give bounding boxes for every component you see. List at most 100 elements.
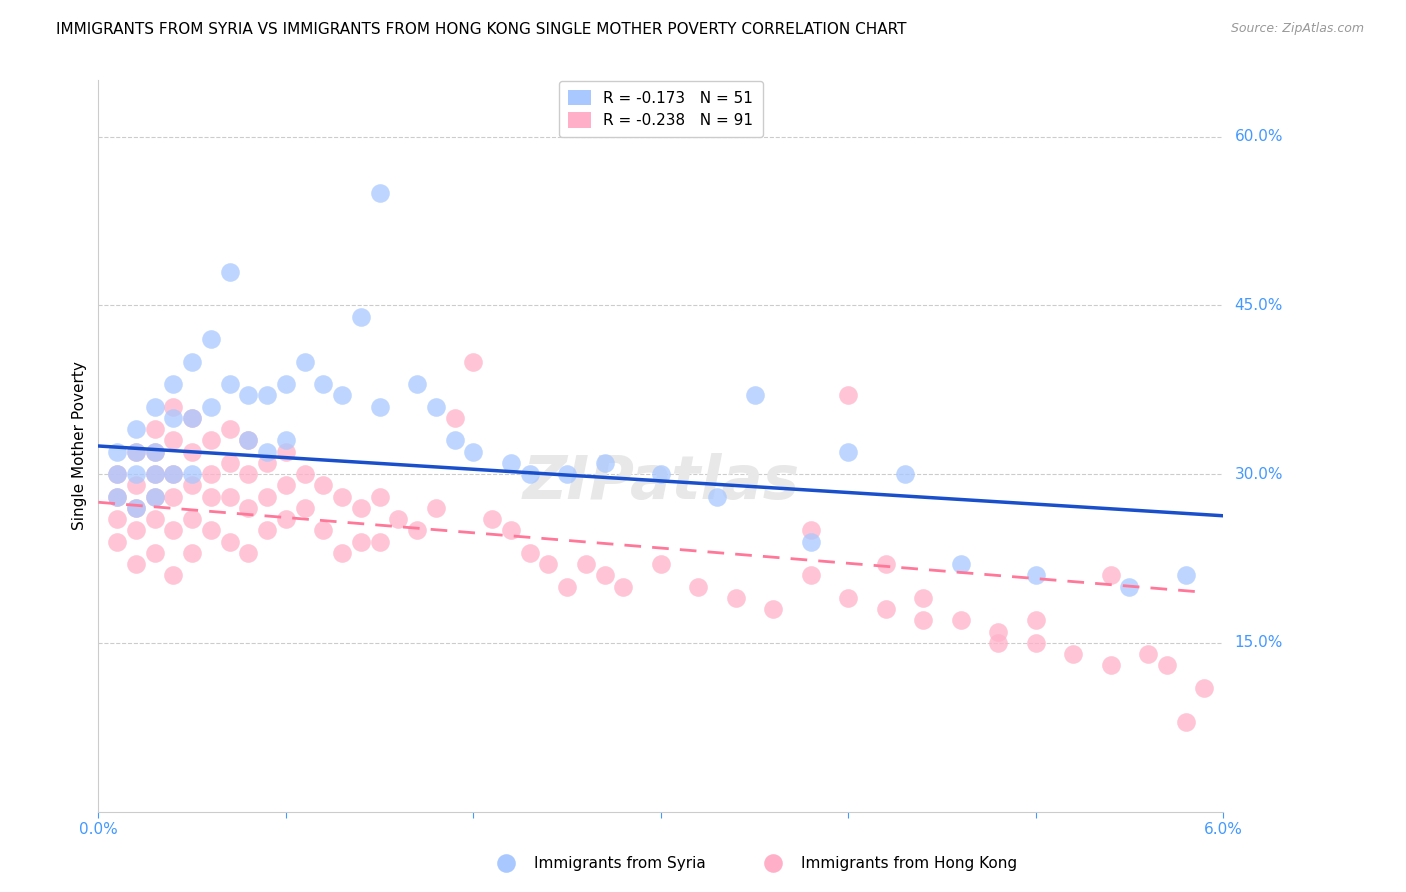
Point (368, 534, 391, 549)
Point (162, 377, 184, 392)
Point (406, 377, 429, 392)
Point (425, 500, 447, 515)
Point (800, 534, 823, 549)
Point (181, 444, 204, 458)
Point (650, 557, 672, 571)
Point (949, 557, 972, 571)
Point (312, 377, 335, 392)
Point (593, 456, 616, 470)
Point (256, 524, 278, 538)
Point (650, 467, 672, 482)
Text: Immigrants from Syria: Immigrants from Syria (534, 855, 706, 871)
Point (406, 524, 429, 538)
Point (987, 636, 1010, 650)
Point (425, 400, 447, 414)
Point (724, 591, 747, 605)
Point (162, 568, 184, 582)
Point (274, 478, 297, 492)
Point (350, 500, 373, 515)
Point (593, 568, 616, 582)
Point (162, 467, 184, 482)
Point (143, 444, 166, 458)
Text: Source: ZipAtlas.com: Source: ZipAtlas.com (1230, 22, 1364, 36)
Point (368, 186, 391, 200)
Point (312, 478, 335, 492)
Point (105, 490, 128, 504)
Point (463, 444, 485, 458)
Point (125, 422, 148, 436)
Point (256, 456, 278, 470)
Point (143, 422, 166, 436)
Point (294, 467, 316, 482)
Point (912, 614, 935, 628)
Point (218, 422, 240, 436)
Point (238, 434, 260, 448)
Point (330, 388, 353, 402)
Point (105, 467, 128, 482)
Point (105, 534, 128, 549)
Text: IMMIGRANTS FROM SYRIA VS IMMIGRANTS FROM HONG KONG SINGLE MOTHER POVERTY CORRELA: IMMIGRANTS FROM SYRIA VS IMMIGRANTS FROM… (56, 22, 907, 37)
Point (238, 388, 260, 402)
Point (162, 524, 184, 538)
Point (125, 444, 148, 458)
Point (368, 400, 391, 414)
Point (105, 490, 128, 504)
Point (238, 546, 260, 560)
Point (238, 434, 260, 448)
Point (1025, 614, 1047, 628)
Point (125, 500, 148, 515)
Point (443, 410, 465, 425)
Point (537, 557, 560, 571)
Point (200, 524, 222, 538)
Point (162, 410, 184, 425)
Point (218, 264, 240, 278)
Point (181, 467, 204, 482)
Point (350, 310, 373, 324)
Point (294, 354, 316, 368)
Point (612, 580, 634, 594)
Point (143, 490, 166, 504)
Point (238, 500, 260, 515)
Point (143, 467, 166, 482)
Point (387, 512, 409, 526)
Point (499, 456, 522, 470)
Point (1099, 568, 1122, 582)
Text: Immigrants from Hong Kong: Immigrants from Hong Kong (801, 855, 1018, 871)
Y-axis label: Single Mother Poverty: Single Mother Poverty (72, 361, 87, 531)
Point (125, 500, 148, 515)
Point (499, 524, 522, 538)
Point (274, 434, 297, 448)
Point (181, 546, 204, 560)
Point (181, 410, 204, 425)
Point (350, 534, 373, 549)
Point (274, 444, 297, 458)
Point (1099, 658, 1122, 673)
Point (837, 444, 859, 458)
Point (181, 512, 204, 526)
Point (200, 467, 222, 482)
Point (143, 400, 166, 414)
Point (218, 534, 240, 549)
Point (181, 354, 204, 368)
Point (330, 546, 353, 560)
Point (875, 557, 897, 571)
Point (143, 546, 166, 560)
Point (312, 524, 335, 538)
Point (162, 467, 184, 482)
Point (800, 524, 823, 538)
Point (274, 377, 297, 392)
Point (200, 332, 222, 346)
Point (837, 388, 859, 402)
Point (912, 591, 935, 605)
Point (519, 467, 541, 482)
Point (125, 444, 148, 458)
Text: 15.0%: 15.0% (1234, 635, 1282, 650)
Point (274, 512, 297, 526)
Point (1156, 658, 1178, 673)
Point (555, 580, 578, 594)
Point (218, 377, 240, 392)
Point (762, 602, 785, 616)
Point (1137, 647, 1160, 661)
Legend: R = -0.173   N = 51, R = -0.238   N = 91: R = -0.173 N = 51, R = -0.238 N = 91 (560, 80, 762, 137)
Point (330, 490, 353, 504)
